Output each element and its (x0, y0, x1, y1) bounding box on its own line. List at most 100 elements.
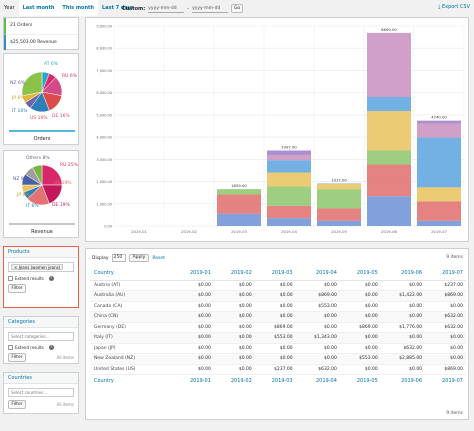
product-tag-jeans[interactable]: × Jeans (women jeans) (11, 264, 64, 270)
footer-col-3[interactable]: 2019-03 (254, 374, 296, 388)
categories-extend-checkbox[interactable] (8, 344, 13, 350)
products-filter-title[interactable]: Products (4, 247, 78, 258)
x-tick-label: 2019-01 (131, 229, 147, 234)
country-cell: China (CN) (90, 311, 174, 323)
bar-segment[interactable] (267, 218, 311, 226)
bar-segment[interactable] (367, 150, 411, 165)
header-col-5[interactable]: 2019-05 (339, 267, 381, 281)
tab-year[interactable]: Year (0, 0, 19, 16)
export-csv-link[interactable]: ⤓ Export CSV (438, 4, 470, 10)
table-row: United States (US) $0.00 $0.00 $237.00 $632.… (90, 364, 466, 375)
revenue-cell: $0.00 (339, 364, 381, 375)
footer-col-0[interactable]: Country (90, 374, 174, 388)
display-count-select[interactable]: 250 (111, 254, 126, 262)
date-to-input[interactable]: yyyy-mm-dd (192, 5, 229, 13)
revenue-pie-slice-0[interactable] (41, 164, 63, 186)
bar-segment[interactable] (367, 97, 411, 112)
header-col-3[interactable]: 2019-03 (254, 267, 296, 281)
revenue-cell: $0.00 (213, 353, 255, 365)
bar-segment[interactable] (317, 189, 361, 209)
bar-segment[interactable] (217, 194, 261, 214)
footer-col-7[interactable]: 2019-07 (425, 374, 466, 388)
products-filter-button[interactable]: Filter (8, 284, 26, 293)
header-col-2[interactable]: 2019-02 (213, 267, 255, 281)
revenue-cell: $0.00 (173, 301, 214, 312)
footer-col-4[interactable]: 2019-04 (295, 374, 340, 388)
tab-last-month[interactable]: Last month (18, 0, 59, 16)
tab-this-month[interactable]: This month (58, 0, 98, 16)
footer-col-5[interactable]: 2019-05 (339, 374, 381, 388)
revenue-cell: $0.00 (213, 280, 255, 291)
bar-segment[interactable] (417, 220, 461, 226)
summary-box: 21 Orders $25,503.00 Revenue (3, 17, 79, 50)
pie2-label-us: US 19% (54, 181, 72, 186)
products-extend-checkbox[interactable] (8, 275, 13, 281)
revenue-cell: $632.00 (295, 364, 340, 375)
table-header-row: Country 2019-01 2019-02 2019-03 2019-04 2019-… (90, 267, 466, 281)
orders-pie-slice-7[interactable] (21, 71, 43, 97)
revenue-summary[interactable]: $25,503.00 Revenue (4, 34, 78, 50)
bar-segment[interactable] (267, 205, 311, 219)
bar-segment[interactable] (267, 150, 311, 155)
table-row: Austria (AT) $0.00 $0.00 $0.00 $0.00 $0.00 $0.… (90, 280, 466, 291)
revenue-cell: $632.00 (425, 322, 466, 333)
revenue-cell: $2,885.00 (380, 353, 426, 365)
bar-segment[interactable] (267, 186, 311, 206)
categories-filter-button[interactable]: Filter (8, 353, 26, 362)
pie2-label-nz: NZ 9% (13, 177, 29, 182)
products-select[interactable]: × Jeans (women jeans) (8, 262, 74, 272)
header-col-6[interactable]: 2019-06 (380, 267, 426, 281)
revenue-cell: $0.00 (173, 343, 214, 354)
footer-col-2[interactable]: 2019-02 (213, 374, 255, 388)
revenue-cell: $0.00 (425, 343, 466, 354)
bar-segment[interactable] (267, 172, 311, 187)
countries-filter-button[interactable]: Filter (8, 400, 26, 409)
bar-segment[interactable] (417, 123, 461, 138)
bar-segment[interactable] (367, 32, 411, 98)
bar-segment[interactable] (217, 213, 261, 226)
bar-segment[interactable] (317, 220, 361, 226)
table-footer-row: Country 2019-01 2019-02 2019-03 2019-04 2019-… (90, 374, 466, 388)
bar-segment[interactable] (217, 189, 261, 195)
revenue-cell: $0.00 (213, 311, 255, 323)
categories-filter-title[interactable]: Categories (4, 317, 78, 328)
bar-segment[interactable] (417, 137, 461, 188)
table-row: New Zealand (NZ) $0.00 $0.00 $0.00 $0.00 $553… (90, 353, 466, 365)
header-col-4[interactable]: 2019-04 (295, 267, 340, 281)
revenue-cell: $0.00 (173, 311, 214, 323)
bar-segment[interactable] (367, 164, 411, 197)
revenue-cell: $869.00 (425, 290, 466, 302)
bar-segment[interactable] (417, 120, 461, 124)
x-tick-label: 2019-05 (331, 229, 347, 234)
countries-filter-title[interactable]: Countries (4, 373, 78, 384)
products-filter: Products × Jeans (women jeans) Extend re… (3, 246, 79, 308)
reset-link[interactable]: Reset (152, 255, 165, 261)
bar-segment[interactable] (317, 208, 361, 221)
footer-col-1[interactable]: 2019-01 (173, 374, 214, 388)
revenue-cell: $0.00 (173, 332, 214, 344)
bar-total-label: 3397.00 (281, 145, 297, 150)
table-row: Australia (AU) $0.00 $0.00 $0.00 $869.00 $0.0… (90, 290, 466, 302)
countries-select[interactable]: Select countries... (8, 388, 74, 397)
revenue-cell: $0.00 (380, 364, 426, 375)
categories-select[interactable]: Select categories... (8, 332, 74, 341)
bar-segment[interactable] (317, 183, 361, 190)
bar-segment[interactable] (417, 187, 461, 202)
tab-last-7-days[interactable]: Last 7 days (101, 5, 134, 11)
header-col-0[interactable]: Country (90, 267, 174, 281)
help-icon[interactable]: ? (48, 344, 54, 350)
bar-segment[interactable] (367, 111, 411, 151)
header-col-7[interactable]: 2019-07 (425, 267, 466, 281)
bar-segment[interactable] (267, 154, 311, 161)
bar-segment[interactable] (267, 160, 311, 173)
orders-summary[interactable]: 21 Orders (4, 18, 78, 34)
go-button[interactable]: Go (231, 4, 244, 13)
date-from-input[interactable]: yyyy-mm-dd (148, 5, 185, 13)
footer-col-6[interactable]: 2019-06 (380, 374, 426, 388)
bar-segment[interactable] (417, 201, 461, 221)
bar-segment[interactable] (367, 196, 411, 226)
apply-button[interactable]: Apply (128, 254, 150, 262)
revenue-pie-slice-7[interactable] (32, 164, 43, 186)
header-col-1[interactable]: 2019-01 (173, 267, 214, 281)
help-icon[interactable]: ? (48, 275, 54, 281)
